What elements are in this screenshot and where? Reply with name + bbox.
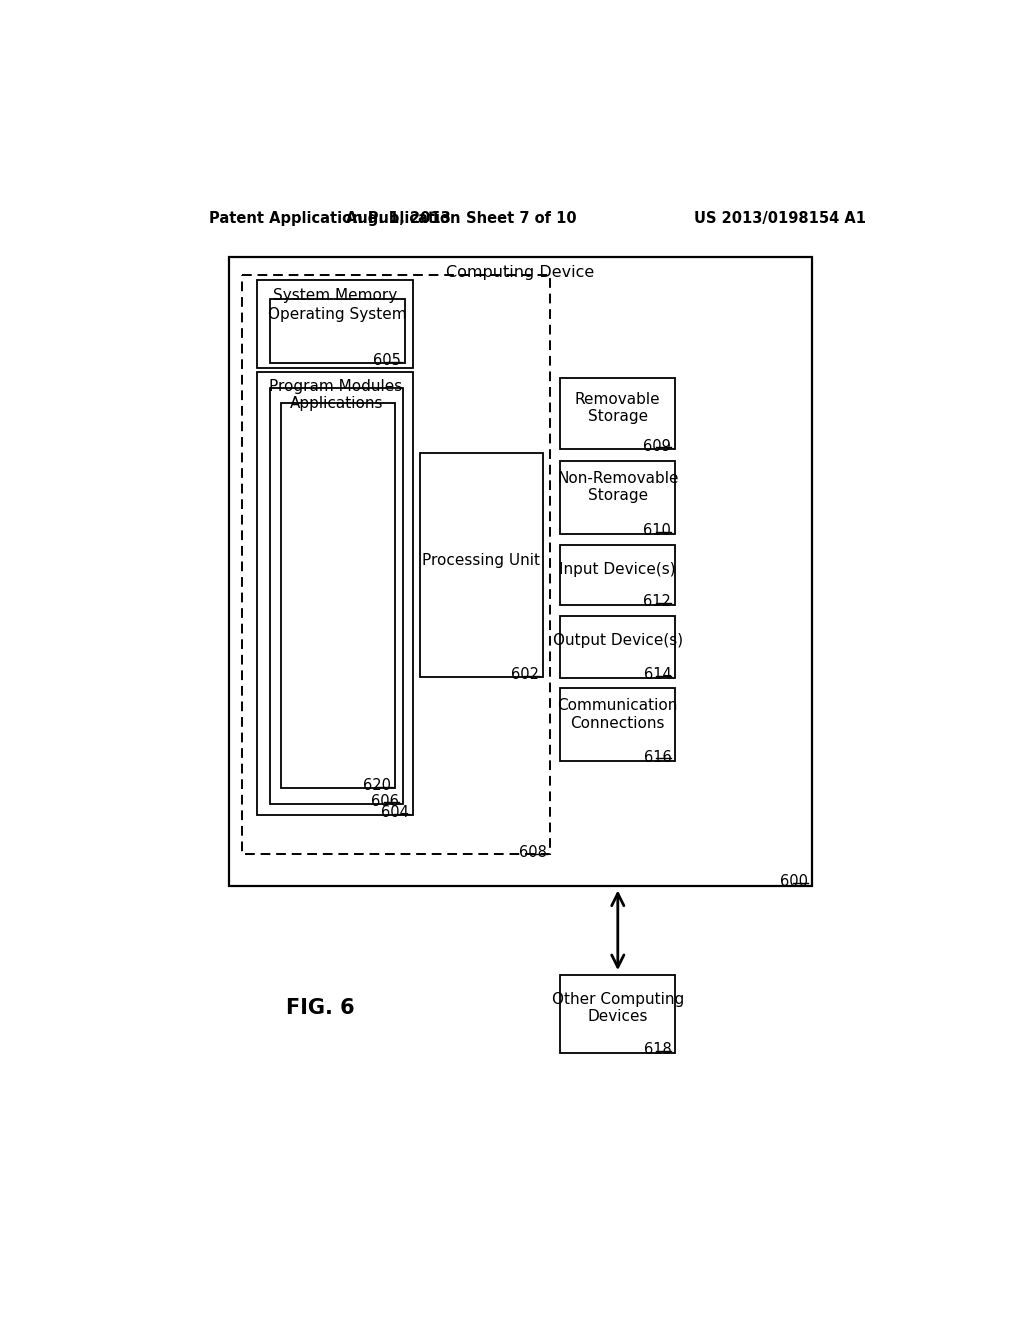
Text: Communication
Connections: Communication Connections (558, 698, 678, 730)
Text: 618: 618 (643, 1043, 672, 1057)
Text: 608: 608 (518, 845, 547, 861)
Text: 604: 604 (382, 805, 410, 820)
Text: Other Computing
Devices: Other Computing Devices (552, 991, 684, 1024)
Text: FIG. 6: FIG. 6 (286, 998, 354, 1018)
Text: Computing Device: Computing Device (446, 264, 594, 280)
Bar (560, 974, 675, 1053)
Text: 606: 606 (372, 793, 399, 809)
Bar (560, 615, 675, 678)
Text: US 2013/0198154 A1: US 2013/0198154 A1 (693, 211, 865, 226)
Bar (257, 372, 414, 816)
Text: Applications: Applications (290, 396, 383, 411)
Text: System Memory: System Memory (273, 288, 397, 302)
Text: Aug. 1, 2013   Sheet 7 of 10: Aug. 1, 2013 Sheet 7 of 10 (346, 211, 577, 226)
Text: Patent Application Publication: Patent Application Publication (209, 211, 461, 226)
Text: Input Device(s): Input Device(s) (559, 562, 676, 577)
Text: Operating System: Operating System (268, 308, 407, 322)
Bar (270, 388, 403, 804)
Bar (560, 688, 675, 760)
Text: Program Modules: Program Modules (268, 379, 402, 395)
Text: 605: 605 (373, 354, 400, 368)
Text: 610: 610 (643, 524, 672, 539)
Bar (282, 404, 395, 788)
Bar (560, 545, 675, 605)
Text: 602: 602 (511, 668, 539, 682)
Text: Output Device(s): Output Device(s) (553, 632, 683, 648)
Bar (228, 257, 812, 886)
Bar (560, 461, 675, 535)
Text: 600: 600 (779, 874, 808, 890)
Text: 612: 612 (643, 594, 672, 610)
Text: Non-Removable
Storage: Non-Removable Storage (557, 471, 679, 503)
Bar (420, 453, 543, 677)
Text: Removable
Storage: Removable Storage (575, 392, 660, 424)
Text: 616: 616 (643, 750, 672, 764)
Text: 609: 609 (643, 438, 672, 454)
Text: 620: 620 (364, 779, 391, 793)
Bar (242, 276, 550, 854)
Bar (560, 378, 675, 449)
Bar (257, 280, 414, 368)
Text: Processing Unit: Processing Unit (423, 553, 541, 569)
Bar (270, 300, 404, 363)
Text: 614: 614 (643, 668, 672, 682)
